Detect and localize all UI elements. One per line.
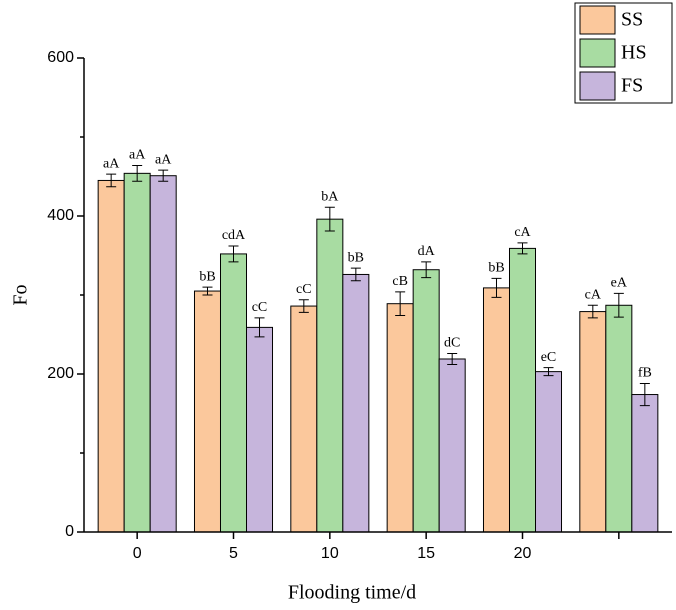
bar	[412, 269, 440, 533]
significance-label: cdA	[222, 228, 246, 243]
error-bar	[132, 164, 143, 182]
bar	[631, 394, 659, 533]
legend-swatch	[579, 71, 616, 101]
x-axis-label: Flooding time/d	[288, 582, 416, 604]
significance-label: cA	[585, 287, 602, 302]
bar	[342, 273, 370, 533]
error-bar	[543, 367, 554, 377]
y-axis-label: Fo	[10, 284, 32, 305]
legend-label: FS	[621, 75, 643, 97]
bar	[193, 290, 221, 533]
significance-label: bA	[321, 190, 339, 205]
x-tick-label: 5	[229, 545, 238, 562]
significance-label: cC	[252, 300, 268, 315]
error-bar	[639, 382, 650, 407]
error-bar	[228, 245, 239, 263]
error-bar	[517, 242, 528, 255]
error-bar	[350, 267, 361, 282]
significance-label: aA	[103, 156, 120, 171]
significance-label: eA	[611, 276, 628, 291]
error-bar	[421, 261, 432, 279]
error-bar	[254, 317, 265, 338]
significance-label: eC	[541, 350, 557, 365]
significance-label: bB	[488, 261, 504, 276]
bar	[535, 371, 563, 533]
bar	[386, 303, 414, 533]
error-bar	[324, 206, 335, 232]
significance-label: fB	[638, 366, 652, 381]
legend-swatch	[579, 5, 616, 35]
bar	[123, 172, 151, 533]
x-tick-label: 20	[514, 545, 532, 562]
error-bar	[587, 304, 598, 319]
significance-label: cA	[514, 225, 531, 240]
significance-label: dC	[444, 336, 460, 351]
x-tick-label: 0	[133, 545, 142, 562]
significance-label: cB	[392, 274, 408, 289]
bar	[508, 247, 537, 533]
legend-swatch	[579, 38, 616, 68]
significance-label: aA	[155, 152, 172, 167]
error-bar	[202, 286, 213, 296]
x-tick-label: 15	[417, 545, 435, 562]
bar	[246, 326, 274, 533]
bar	[605, 304, 633, 533]
y-tick-label: 0	[65, 523, 74, 540]
bar	[438, 358, 466, 533]
significance-label: dA	[418, 244, 436, 259]
bar	[579, 311, 607, 533]
significance-label: aA	[129, 148, 146, 163]
bar	[97, 179, 125, 533]
bar	[482, 287, 510, 533]
bar	[219, 253, 248, 533]
error-bar	[158, 169, 169, 182]
legend-label: HS	[621, 42, 647, 64]
y-tick-label: 600	[47, 49, 74, 66]
legend-label: SS	[621, 9, 643, 31]
bar	[290, 305, 318, 533]
error-bar	[447, 352, 458, 366]
significance-label: cC	[296, 282, 312, 297]
error-bar	[613, 292, 624, 318]
x-tick-label: 10	[321, 545, 339, 562]
significance-label: bB	[348, 250, 364, 265]
bar	[316, 218, 344, 533]
error-bar	[106, 173, 117, 188]
significance-label: bB	[199, 269, 215, 284]
bar	[149, 175, 177, 533]
error-bar	[298, 299, 309, 313]
error-bar	[395, 291, 406, 317]
y-tick-label: 200	[47, 365, 74, 382]
y-tick-label: 400	[47, 207, 74, 224]
error-bar	[491, 277, 502, 298]
